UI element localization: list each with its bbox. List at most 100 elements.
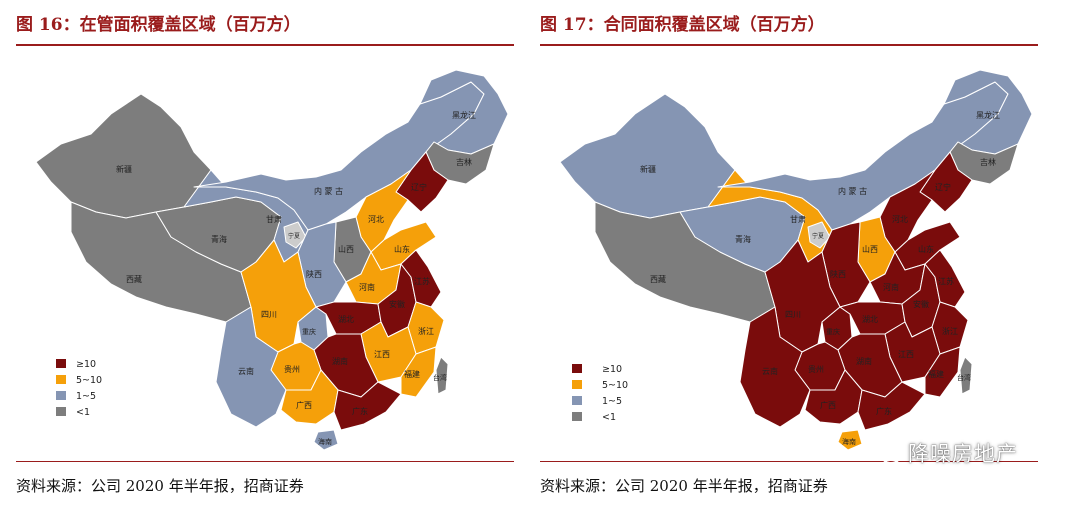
legend-swatch-ge10 xyxy=(572,364,582,373)
label-shanxi: 山西 xyxy=(862,244,878,254)
label-hebei: 河北 xyxy=(368,214,384,224)
label-guangdong: 广东 xyxy=(876,406,892,416)
province-jiangsu xyxy=(400,249,442,308)
map-legend: ≥10 5~10 1~5 <1 xyxy=(56,359,102,418)
label-xizang: 西藏 xyxy=(650,274,666,284)
province-jiangsu xyxy=(924,249,966,308)
label-jiangsu: 江苏 xyxy=(414,276,430,286)
province-hainan xyxy=(837,429,863,451)
legend-label-ge10: ≥10 xyxy=(602,364,622,375)
legend-label-ge10: ≥10 xyxy=(76,359,96,370)
figure-17-panel: 图 17：合同面积覆盖区域（百万方） xyxy=(540,0,1058,505)
label-heilongjiang: 黑龙江 xyxy=(452,110,476,120)
watermark: 降噪房地产 xyxy=(870,438,1018,468)
legend-swatch-5-10 xyxy=(56,375,66,384)
label-jiangxi: 江西 xyxy=(898,350,914,359)
label-guangxi: 广西 xyxy=(296,400,312,410)
label-hainan: 海南 xyxy=(318,437,332,446)
legend-label-5-10: 5~10 xyxy=(602,380,628,391)
label-shaanxi: 陕西 xyxy=(830,269,846,279)
legend-swatch-ge10 xyxy=(56,359,66,368)
map-legend: ≥10 5~10 1~5 <1 xyxy=(572,364,628,423)
label-taiwan: 台湾 xyxy=(433,373,447,382)
legend-swatch-1-5 xyxy=(572,396,582,405)
label-shandong: 山东 xyxy=(918,244,934,254)
label-xinjiang: 新疆 xyxy=(116,164,132,174)
label-hebei: 河北 xyxy=(892,214,908,224)
label-neimenggu: 内 蒙 古 xyxy=(314,186,343,196)
label-henan: 河南 xyxy=(883,282,899,292)
label-zhejiang: 浙江 xyxy=(942,326,958,336)
label-gansu: 甘肃 xyxy=(790,214,806,224)
legend-swatch-1-5 xyxy=(56,391,66,400)
label-guangdong: 广东 xyxy=(352,406,368,416)
label-jilin: 吉林 xyxy=(980,157,996,167)
label-anhui: 安徽 xyxy=(389,299,405,309)
label-yunnan: 云南 xyxy=(762,366,778,376)
label-liaoning: 辽宁 xyxy=(411,182,427,192)
label-hunan: 湖南 xyxy=(332,356,348,366)
label-jiangxi: 江西 xyxy=(374,350,390,359)
source-rule xyxy=(540,461,1038,462)
label-gansu: 甘肃 xyxy=(266,214,282,224)
legend-label-1-5: 1~5 xyxy=(602,396,622,407)
label-hubei: 湖北 xyxy=(862,315,878,324)
label-xizang: 西藏 xyxy=(126,274,142,284)
legend-swatch-5-10 xyxy=(572,380,582,389)
label-jiangsu: 江苏 xyxy=(938,276,954,286)
label-hubei: 湖北 xyxy=(338,315,354,324)
province-xinjiang xyxy=(35,93,212,219)
label-sichuan: 四川 xyxy=(785,310,801,319)
province-ningxia xyxy=(807,221,831,249)
label-anhui: 安徽 xyxy=(913,299,929,309)
source-note: 资料来源：公司 2020 年半年报，招商证券 xyxy=(16,477,304,495)
province-taiwan xyxy=(959,356,973,395)
label-henan: 河南 xyxy=(359,282,375,292)
label-guizhou: 贵州 xyxy=(284,364,300,374)
province-guangdong xyxy=(857,381,926,431)
label-jilin: 吉林 xyxy=(456,157,472,167)
legend-label-1-5: 1~5 xyxy=(76,391,96,402)
province-yunnan xyxy=(739,306,811,428)
figure-title: 图 16：在管面积覆盖区域（百万方） xyxy=(16,15,301,35)
province-guangdong xyxy=(333,381,402,431)
label-liaoning: 辽宁 xyxy=(935,182,951,192)
province-hainan xyxy=(313,429,339,451)
label-heilongjiang: 黑龙江 xyxy=(976,110,1000,120)
legend-label-lt1: <1 xyxy=(76,407,90,418)
label-qinghai: 青海 xyxy=(211,234,227,244)
legend-swatch-lt1 xyxy=(56,407,66,416)
label-hainan: 海南 xyxy=(842,437,856,446)
title-rule xyxy=(16,44,514,46)
label-neimenggu: 内 蒙 古 xyxy=(838,186,867,196)
title-rule xyxy=(540,44,1038,46)
label-taiwan: 台湾 xyxy=(957,373,971,382)
label-ningxia: 宁夏 xyxy=(812,232,824,240)
label-qinghai: 青海 xyxy=(735,234,751,244)
label-chongqing: 重庆 xyxy=(826,327,840,336)
label-shandong: 山东 xyxy=(394,244,410,254)
province-yunnan xyxy=(215,306,287,428)
label-fujian: 福建 xyxy=(404,369,420,379)
province-taiwan xyxy=(435,356,449,395)
legend-label-5-10: 5~10 xyxy=(76,375,102,386)
label-shaanxi: 陕西 xyxy=(306,269,322,279)
label-hunan: 湖南 xyxy=(856,356,872,366)
figure-16-panel: 图 16：在管面积覆盖区域（百万方） xyxy=(16,0,534,505)
label-sichuan: 四川 xyxy=(261,310,277,319)
figure-title: 图 17：合同面积覆盖区域（百万方） xyxy=(540,15,825,35)
watermark-text: 降噪房地产 xyxy=(908,442,1018,466)
province-ningxia xyxy=(283,221,307,249)
source-rule xyxy=(16,461,514,462)
legend-swatch-lt1 xyxy=(572,412,582,421)
label-zhejiang: 浙江 xyxy=(418,326,434,336)
label-chongqing: 重庆 xyxy=(302,327,316,336)
label-xinjiang: 新疆 xyxy=(640,164,656,174)
source-note: 资料来源：公司 2020 年半年报，招商证券 xyxy=(540,477,828,495)
province-map: 新疆 西藏 青海 甘肃 宁夏 内 蒙 古 黑龙江 吉林 辽宁 河北 山西 山东 … xyxy=(559,69,1033,451)
wechat-icon xyxy=(871,442,901,464)
label-shanxi: 山西 xyxy=(338,244,354,254)
label-fujian: 福建 xyxy=(928,369,944,379)
label-guangxi: 广西 xyxy=(820,400,836,410)
label-yunnan: 云南 xyxy=(238,366,254,376)
